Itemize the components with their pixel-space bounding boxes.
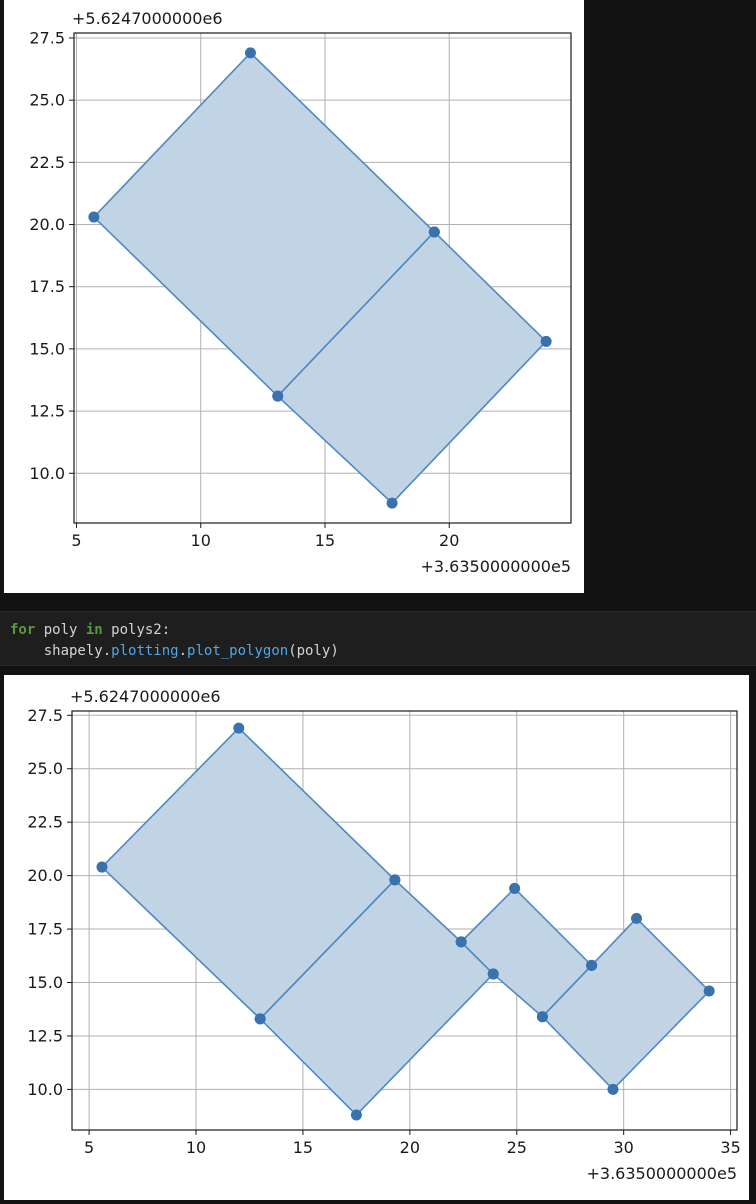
polygon-vertex-marker bbox=[586, 959, 598, 971]
code-var: poly bbox=[35, 622, 86, 638]
x-tick-label: 25 bbox=[507, 1138, 527, 1157]
polygon-vertex-marker bbox=[350, 1109, 362, 1121]
polygon-vertex-marker bbox=[509, 882, 521, 894]
code-iterable: polys2: bbox=[102, 622, 171, 638]
x-tick-label: 20 bbox=[400, 1138, 420, 1157]
code-line-1: for poly in polys2: bbox=[10, 622, 170, 638]
plot-panel-2: 5 10 15 20 25 30 35 10.0 12.5 15.0 17.5 20.0 22.5 25.… bbox=[4, 675, 749, 1200]
polygon-vertex-marker bbox=[536, 1011, 548, 1023]
polygon-vertex-marker bbox=[703, 985, 715, 997]
polygon-vertex-marker bbox=[254, 1013, 266, 1025]
chart-2: 5 10 15 20 25 30 35 10.0 12.5 15.0 17.5 20.0 22.5 25.… bbox=[27, 687, 740, 1183]
polygon-vertex-marker bbox=[96, 861, 108, 873]
y-offset-label: +5.6247000000e6 bbox=[72, 9, 223, 28]
polygon-vertex-marker bbox=[487, 968, 499, 980]
polygon-vertex-marker bbox=[631, 912, 643, 924]
x-tick-label: 5 bbox=[71, 531, 81, 550]
keyword-in: in bbox=[85, 622, 103, 638]
y-tick-label: 25.0 bbox=[29, 91, 65, 110]
x-tick-label: 20 bbox=[439, 531, 459, 550]
y-tick-label: 17.5 bbox=[27, 920, 63, 939]
polygon-vertex-marker bbox=[244, 47, 256, 59]
y-tick-label: 15.0 bbox=[27, 973, 63, 992]
code-line-2: shapely.plotting.plot_polygon(poly) bbox=[10, 643, 339, 659]
y-tick-label: 12.5 bbox=[29, 402, 65, 421]
axes-frame bbox=[71, 710, 738, 1131]
polygon-vertex-marker bbox=[455, 936, 467, 948]
y-tick-label: 25.0 bbox=[27, 759, 63, 778]
polygon-vertex-marker bbox=[607, 1083, 619, 1095]
x-tick-label: 15 bbox=[315, 531, 335, 550]
code-args: (poly) bbox=[288, 643, 339, 659]
chart-1: 5 10 15 20 10.0 12.5 15.0 17.5 20.0 22.5 25.0 27.5 +… bbox=[29, 9, 572, 576]
polygon-4 bbox=[541, 917, 711, 1091]
y-tick-label: 12.5 bbox=[27, 1026, 63, 1045]
polygon-vertex-marker bbox=[386, 497, 398, 509]
code-dot: . bbox=[178, 643, 188, 659]
y-tick-label: 10.0 bbox=[29, 464, 65, 483]
code-module: shapely. bbox=[43, 643, 112, 659]
polygon-vertex-marker bbox=[389, 874, 401, 886]
y-tick-label: 27.5 bbox=[29, 28, 65, 47]
polygon-vertex-marker bbox=[233, 722, 245, 734]
x-tick-label: 35 bbox=[720, 1138, 740, 1157]
y-tick-label: 22.5 bbox=[29, 153, 65, 172]
code-cell[interactable]: for poly in polys2: shapely.plotting.plo… bbox=[0, 611, 756, 666]
x-tick-label: 5 bbox=[84, 1138, 94, 1157]
y-offset-label: +5.6247000000e6 bbox=[70, 687, 221, 706]
y-tick-label: 20.0 bbox=[29, 215, 65, 234]
polygon-vertex-marker bbox=[428, 226, 440, 238]
axes-frame bbox=[73, 32, 572, 524]
code-attr: plotting bbox=[111, 643, 179, 659]
x-offset-label: +3.6350000000e5 bbox=[421, 557, 572, 576]
x-tick-label: 10 bbox=[186, 1138, 206, 1157]
y-tick-label: 20.0 bbox=[27, 866, 63, 885]
y-tick-label: 27.5 bbox=[27, 706, 63, 725]
code-indent bbox=[10, 643, 44, 659]
code-function: plot_polygon bbox=[187, 643, 289, 659]
polygon-vertex-marker bbox=[272, 390, 284, 402]
y-tick-label: 10.0 bbox=[27, 1080, 63, 1099]
y-tick-label: 17.5 bbox=[29, 277, 65, 296]
plot-panel-1: 5 10 15 20 10.0 12.5 15.0 17.5 20.0 22.5 25.0 27.5 +… bbox=[4, 0, 584, 593]
polygon-vertex-marker bbox=[88, 211, 100, 223]
x-tick-label: 10 bbox=[191, 531, 211, 550]
x-offset-label: +3.6350000000e5 bbox=[587, 1164, 738, 1183]
x-tick-label: 30 bbox=[613, 1138, 633, 1157]
polygon-vertex-marker bbox=[540, 335, 552, 347]
keyword-for: for bbox=[10, 622, 36, 638]
y-tick-label: 22.5 bbox=[27, 813, 63, 832]
y-tick-label: 15.0 bbox=[29, 339, 65, 358]
x-tick-label: 15 bbox=[293, 1138, 313, 1157]
